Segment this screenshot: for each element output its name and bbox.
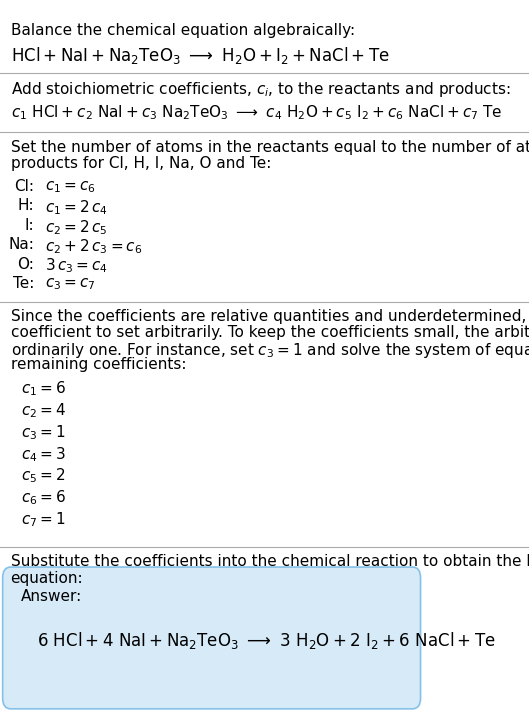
Text: Na:: Na: [8, 237, 34, 252]
Text: Cl:: Cl: [14, 179, 34, 194]
Text: $c_3 = 1$: $c_3 = 1$ [21, 423, 66, 442]
FancyBboxPatch shape [3, 567, 421, 709]
Text: $c_2 = 4$: $c_2 = 4$ [21, 401, 66, 420]
Text: Balance the chemical equation algebraically:: Balance the chemical equation algebraica… [11, 23, 355, 39]
Text: $\mathrm{6\ HCl + 4\ NaI + Na_2TeO_3 \ \longrightarrow \ 3\ H_2O + 2\ I_2 + 6\ N: $\mathrm{6\ HCl + 4\ NaI + Na_2TeO_3 \ \… [37, 630, 496, 651]
Text: $c_3 = c_7$: $c_3 = c_7$ [45, 276, 96, 292]
Text: O:: O: [17, 257, 34, 272]
Text: $c_5 = 2$: $c_5 = 2$ [21, 467, 66, 486]
Text: $c_2 + 2\,c_3 = c_6$: $c_2 + 2\,c_3 = c_6$ [45, 237, 142, 256]
Text: Set the number of atoms in the reactants equal to the number of atoms in the: Set the number of atoms in the reactants… [11, 140, 529, 155]
Text: $c_1\ \mathrm{HCl} + c_2\ \mathrm{NaI} + c_3\ \mathrm{Na_2TeO_3} \ \longrightarr: $c_1\ \mathrm{HCl} + c_2\ \mathrm{NaI} +… [11, 103, 502, 122]
Text: equation:: equation: [11, 571, 83, 586]
Text: $c_6 = 6$: $c_6 = 6$ [21, 489, 66, 507]
Text: Answer:: Answer: [21, 589, 83, 604]
Text: $c_1 = 6$: $c_1 = 6$ [21, 379, 66, 398]
Text: coefficient to set arbitrarily. To keep the coefficients small, the arbitrary va: coefficient to set arbitrarily. To keep … [11, 325, 529, 340]
Text: I:: I: [25, 218, 34, 233]
Text: $c_7 = 1$: $c_7 = 1$ [21, 510, 66, 529]
Text: Since the coefficients are relative quantities and underdetermined, choose a: Since the coefficients are relative quan… [11, 309, 529, 324]
Text: $c_1 = c_6$: $c_1 = c_6$ [45, 179, 96, 195]
Text: Te:: Te: [13, 276, 34, 292]
Text: $c_4 = 3$: $c_4 = 3$ [21, 445, 66, 464]
Text: $3\,c_3 = c_4$: $3\,c_3 = c_4$ [45, 257, 108, 276]
Text: Substitute the coefficients into the chemical reaction to obtain the balanced: Substitute the coefficients into the che… [11, 554, 529, 569]
Text: Add stoichiometric coefficients, $c_i$, to the reactants and products:: Add stoichiometric coefficients, $c_i$, … [11, 80, 510, 99]
Text: products for Cl, H, I, Na, O and Te:: products for Cl, H, I, Na, O and Te: [11, 156, 271, 172]
Text: H:: H: [18, 198, 34, 213]
Text: $\mathrm{HCl + NaI + Na_2TeO_3 \ \longrightarrow \ H_2O + I_2 + NaCl + Te}$: $\mathrm{HCl + NaI + Na_2TeO_3 \ \longri… [11, 45, 389, 66]
Text: $c_1 = 2\,c_4$: $c_1 = 2\,c_4$ [45, 198, 108, 217]
Text: ordinarily one. For instance, set $c_3 = 1$ and solve the system of equations fo: ordinarily one. For instance, set $c_3 =… [11, 341, 529, 360]
Text: remaining coefficients:: remaining coefficients: [11, 357, 186, 372]
Text: $c_2 = 2\,c_5$: $c_2 = 2\,c_5$ [45, 218, 107, 236]
